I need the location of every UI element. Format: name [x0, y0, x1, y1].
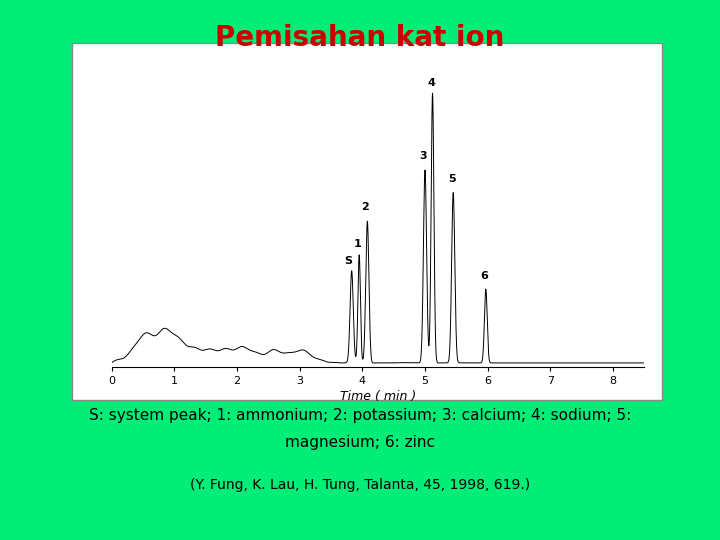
Text: 6: 6: [481, 271, 488, 281]
Text: Pemisahan kat ion: Pemisahan kat ion: [215, 24, 505, 52]
Text: 5: 5: [448, 174, 456, 184]
Text: S: system peak; 1: ammonium; 2: potassium; 3: calcium; 4: sodium; 5:: S: system peak; 1: ammonium; 2: potassiu…: [89, 408, 631, 423]
Text: S: S: [345, 256, 353, 266]
Text: 1: 1: [354, 239, 361, 249]
Text: (Y. Fung, K. Lau, H. Tung, Talanta, 45, 1998, 619.): (Y. Fung, K. Lau, H. Tung, Talanta, 45, …: [190, 478, 530, 492]
Text: 3: 3: [419, 151, 427, 161]
Text: 2: 2: [361, 202, 369, 212]
X-axis label: Time ( min ): Time ( min ): [340, 390, 416, 403]
Text: 4: 4: [428, 78, 435, 87]
Text: magnesium; 6: zinc: magnesium; 6: zinc: [285, 435, 435, 450]
